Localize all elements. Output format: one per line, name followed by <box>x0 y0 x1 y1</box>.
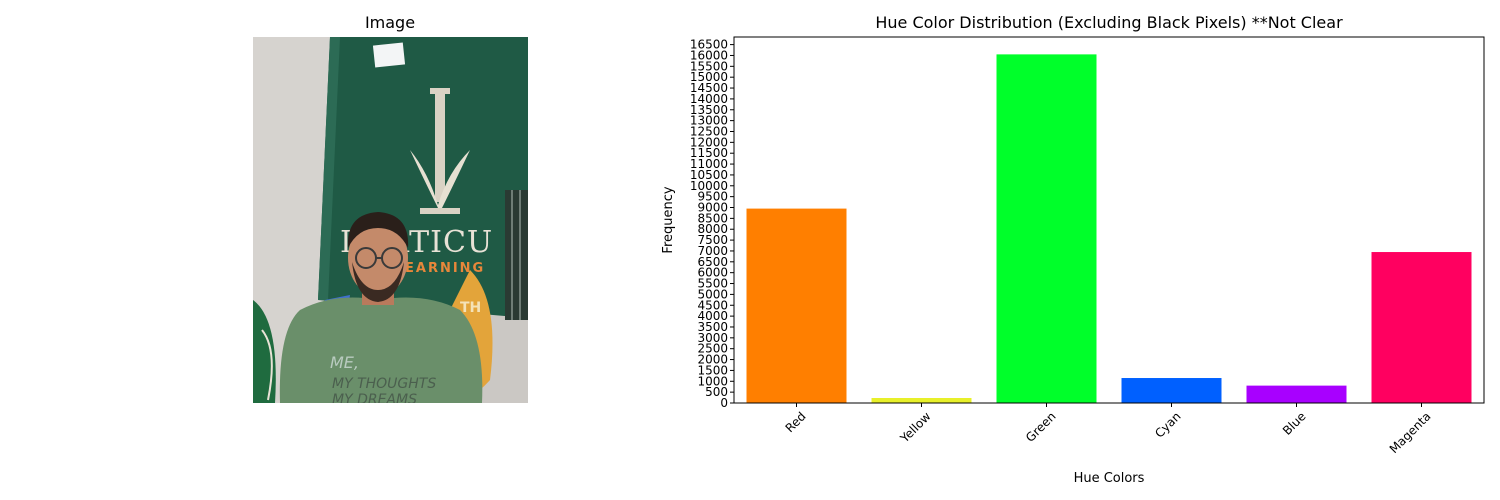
photo-shirt <box>279 297 483 403</box>
y-tick-label: 13500 <box>690 103 728 117</box>
y-tick-label: 2500 <box>697 342 728 356</box>
y-tick-label: 500 <box>705 385 728 399</box>
y-tick-label: 14500 <box>690 81 728 95</box>
y-tick-label: 5000 <box>697 287 728 301</box>
image-panel-title: Image <box>365 13 415 32</box>
image-panel: Image I A <box>253 13 528 408</box>
x-tick-label: Cyan <box>1152 409 1183 440</box>
y-tick-label: 0 <box>720 396 728 410</box>
y-tick-label: 15500 <box>690 59 728 73</box>
bar-magenta <box>1371 252 1472 403</box>
bar-blue <box>1246 385 1347 403</box>
y-tick-label: 7000 <box>697 244 728 258</box>
chart: Hue Color Distribution (Excluding Black … <box>661 13 1485 486</box>
photo-shirt-text-2: MY THOUGHTS <box>332 376 436 392</box>
plot-frame <box>733 36 1485 404</box>
y-tick-label: 11500 <box>690 146 728 160</box>
y-tick-label: 4500 <box>697 298 728 312</box>
y-tick-label: 10500 <box>690 168 728 182</box>
x-tick-label: Red <box>783 409 809 435</box>
y-axis: 0500100015002000250030003500400045005000… <box>690 38 734 410</box>
y-tick-label: 1500 <box>697 363 728 377</box>
photo-sign-text-2: EARNING <box>405 261 485 276</box>
y-tick-label: 8500 <box>697 211 728 225</box>
y-tick-label: 1000 <box>697 374 728 388</box>
x-axis: Red Yellow Green Cyan Blue Magenta <box>783 403 1434 456</box>
y-tick-label: 4000 <box>697 309 728 323</box>
y-tick-label: 5500 <box>697 277 728 291</box>
bar-yellow <box>871 398 972 403</box>
y-tick-label: 8000 <box>697 222 728 236</box>
x-tick-label: Blue <box>1280 409 1309 438</box>
chart-bars <box>746 54 1472 403</box>
y-tick-label: 16000 <box>690 48 728 62</box>
y-tick-label: 9000 <box>697 201 728 215</box>
photo: I ARTICU EARNING TH <box>253 37 528 408</box>
y-tick-label: 12500 <box>690 124 728 138</box>
y-tick-label: 9500 <box>697 190 728 204</box>
y-tick-label: 13000 <box>690 114 728 128</box>
photo-shirt-text-1: ME, <box>330 353 359 372</box>
x-tick-label: Green <box>1023 409 1059 445</box>
bar-green <box>996 54 1097 403</box>
y-tick-label: 2000 <box>697 353 728 367</box>
x-tick-label: Yellow <box>897 409 934 446</box>
photo-badge-text: TH <box>460 300 481 316</box>
y-tick-label: 12000 <box>690 135 728 149</box>
y-tick-label: 6000 <box>697 266 728 280</box>
bar-red <box>746 208 847 403</box>
y-tick-label: 7500 <box>697 233 728 247</box>
y-tick-label: 14000 <box>690 92 728 106</box>
chart-title: Hue Color Distribution (Excluding Black … <box>875 13 1343 32</box>
bar-cyan <box>1121 378 1222 403</box>
photo-shirt-text-3: MY DREAMS <box>332 392 417 408</box>
y-tick-label: 11000 <box>690 157 728 171</box>
y-axis-label: Frequency <box>661 186 676 253</box>
y-tick-label: 3500 <box>697 320 728 334</box>
y-tick-label: 3000 <box>697 331 728 345</box>
y-tick-label: 6500 <box>697 255 728 269</box>
x-axis-label: Hue Colors <box>1074 471 1145 486</box>
photo-lamp <box>372 42 406 68</box>
y-tick-label: 15000 <box>690 70 728 84</box>
y-tick-label: 10000 <box>690 179 728 193</box>
x-tick-label: Magenta <box>1387 409 1434 456</box>
y-tick-label: 16500 <box>690 38 728 52</box>
